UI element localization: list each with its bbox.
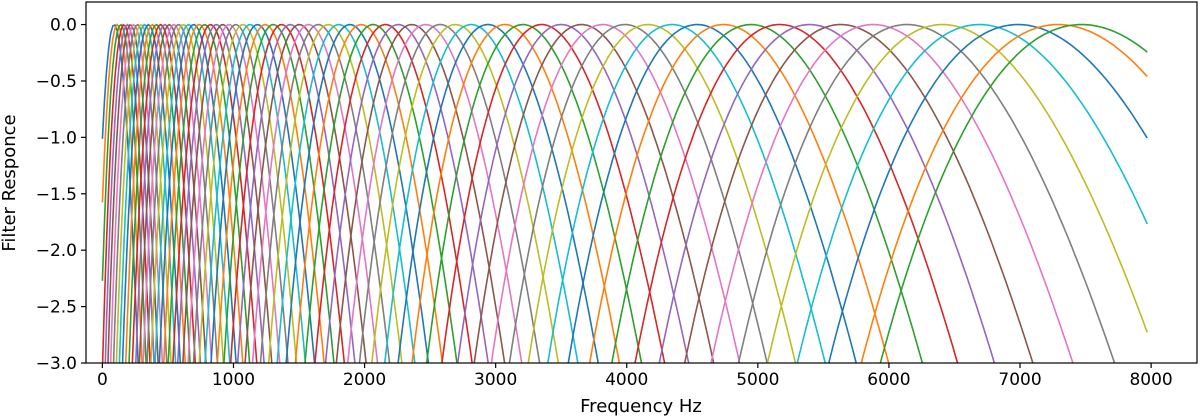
y-tick-label: 0.0 bbox=[50, 16, 77, 36]
filter-curve bbox=[244, 23, 367, 363]
y-tick-label: −3.0 bbox=[36, 354, 77, 374]
x-tick-label: 8000 bbox=[1129, 370, 1172, 390]
x-tick-label: 1000 bbox=[212, 370, 255, 390]
filter-curve bbox=[547, 23, 827, 363]
filter-curve bbox=[710, 23, 1074, 363]
filter-curve bbox=[441, 23, 666, 363]
filter-curve bbox=[229, 23, 346, 363]
filter-curve bbox=[216, 23, 325, 363]
y-tick-label: −2.5 bbox=[36, 298, 77, 318]
y-axis-label: Filter Responce bbox=[0, 114, 20, 251]
filter-curve bbox=[198, 23, 298, 363]
series-layer bbox=[101, 23, 1148, 363]
x-axis: 0 1000 2000 3000 4000 5000 6000 7000 8000 bbox=[97, 363, 1173, 390]
filter-curve bbox=[683, 23, 1034, 363]
filter-curve bbox=[425, 23, 643, 363]
x-tick-label: 0 bbox=[97, 370, 108, 390]
filter-curve bbox=[567, 23, 858, 363]
filter-curve bbox=[187, 23, 281, 363]
filter-curve bbox=[456, 23, 690, 363]
x-tick-label: 2000 bbox=[343, 370, 386, 390]
filter-curve bbox=[737, 23, 1116, 363]
filter-curve bbox=[827, 23, 1148, 363]
x-tick-label: 4000 bbox=[605, 370, 648, 390]
filter-curve bbox=[611, 23, 924, 363]
x-tick-label: 5000 bbox=[736, 370, 779, 390]
plot-frame bbox=[85, 1, 1198, 364]
filter-curve bbox=[223, 23, 335, 363]
filter-curve bbox=[236, 23, 356, 363]
x-axis-label: Frequency Hz bbox=[580, 396, 702, 417]
x-tick-label: 7000 bbox=[998, 370, 1041, 390]
filter-curve bbox=[879, 23, 1148, 363]
filter-curve bbox=[860, 23, 1148, 363]
filter-curve bbox=[588, 23, 890, 363]
x-tick-label: 3000 bbox=[474, 370, 517, 390]
y-tick-label: −1.0 bbox=[36, 128, 77, 148]
x-tick-label: 6000 bbox=[867, 370, 910, 390]
filter-curve bbox=[508, 23, 768, 363]
filter-curve bbox=[796, 23, 1148, 363]
y-tick-label: −0.5 bbox=[36, 72, 77, 92]
filter-curve bbox=[251, 23, 379, 363]
y-tick-label: −1.5 bbox=[36, 185, 77, 205]
filter-curve bbox=[210, 23, 316, 363]
filter-curve bbox=[527, 23, 797, 363]
filter-curve bbox=[766, 23, 1148, 363]
filter-curve bbox=[192, 23, 289, 363]
filter-curve bbox=[204, 23, 307, 363]
filter-curve bbox=[267, 23, 403, 363]
filter-curve bbox=[259, 23, 391, 363]
filter-curve bbox=[658, 23, 996, 363]
y-axis: 0.0 −0.5 −1.0 −1.5 −2.0 −2.5 −3.0 bbox=[36, 16, 86, 374]
y-tick-label: −2.0 bbox=[36, 241, 77, 261]
